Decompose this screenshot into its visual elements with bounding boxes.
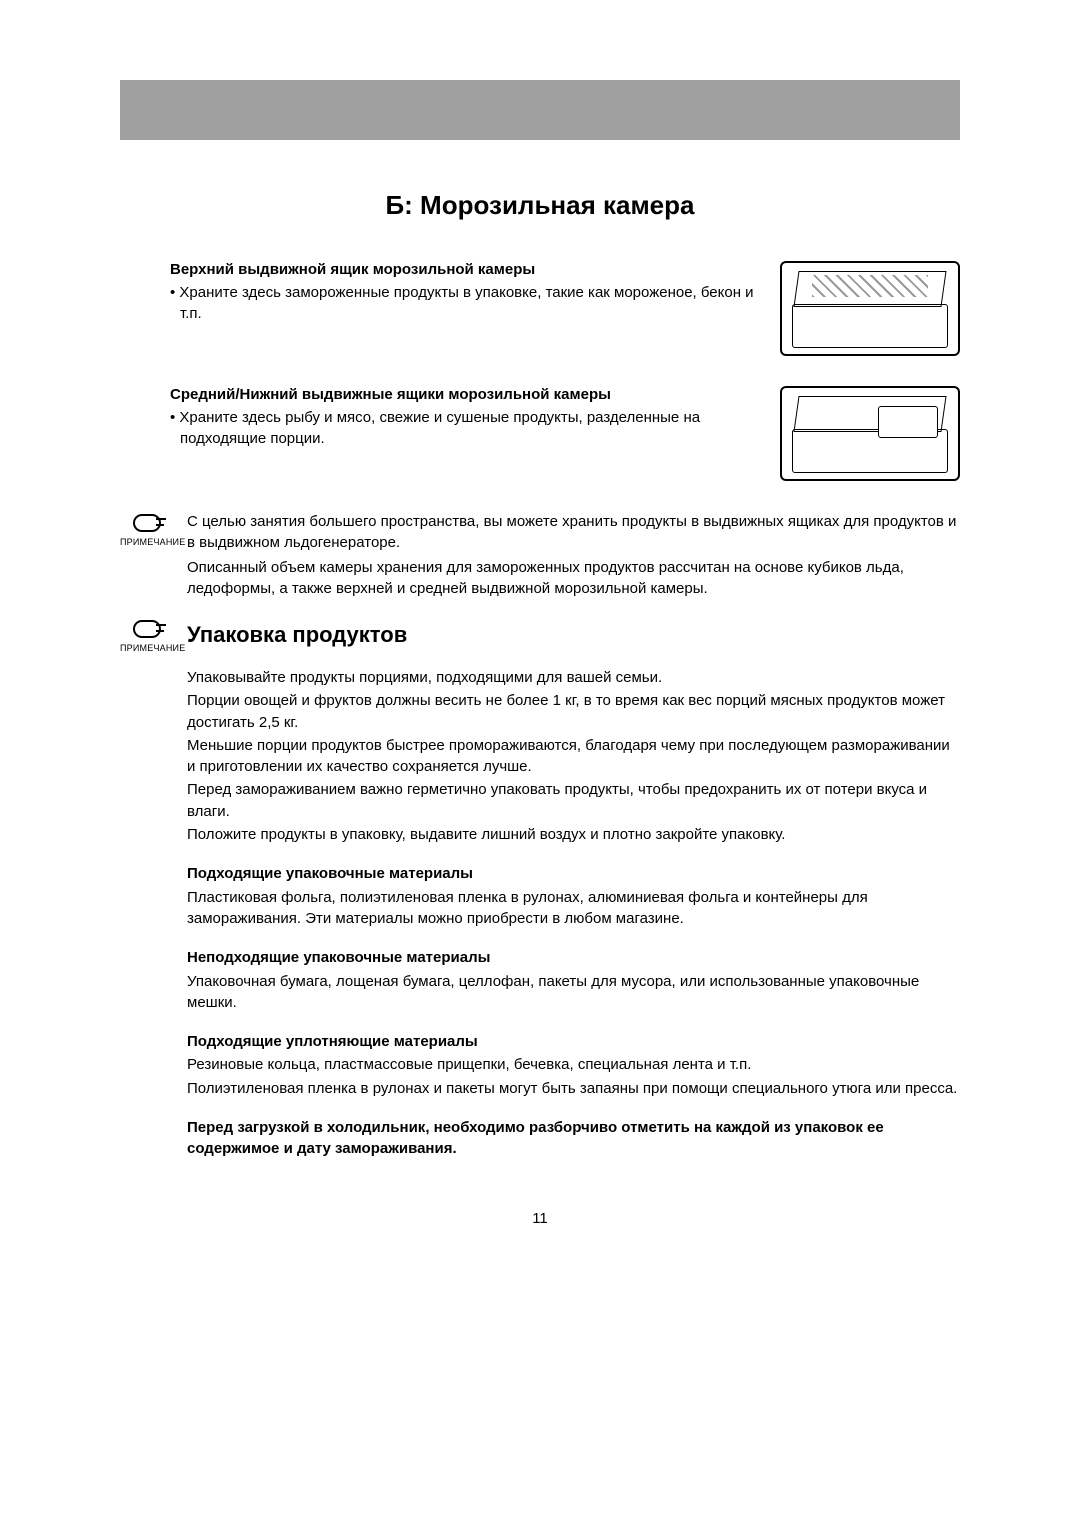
- section-text: Верхний выдвижной ящик морозильной камер…: [120, 261, 760, 324]
- section-heading: Верхний выдвижной ящик морозильной камер…: [170, 261, 760, 278]
- body-line: Упаковочная бумага, лощеная бумага, целл…: [187, 971, 960, 1014]
- page-title: Б: Морозильная камера: [120, 190, 960, 221]
- body-line: Упаковывайте продукты порциями, подходящ…: [187, 667, 960, 688]
- note-icon: [128, 617, 168, 641]
- body-line: Пластиковая фольга, полиэтиленовая пленк…: [187, 887, 960, 930]
- body-line: Полиэтиленовая пленка в рулонах и пакеты…: [187, 1078, 960, 1099]
- packaging-body: Упаковывайте продукты порциями, подходящ…: [120, 667, 960, 1160]
- body-line: Порции овощей и фруктов должны весить не…: [187, 690, 960, 733]
- note-label: ПРИМЕЧАНИЕ: [120, 643, 175, 653]
- final-instruction: Перед загрузкой в холодильник, необходим…: [187, 1117, 960, 1160]
- note-icon-column: ПРИМЕЧАНИЕ: [120, 617, 175, 653]
- section-heading: Средний/Нижний выдвижные ящики морозильн…: [170, 386, 760, 403]
- unsuitable-heading: Неподходящие упаковочные материалы: [187, 947, 960, 968]
- upper-drawer-illustration: [780, 261, 960, 356]
- header-bar: [120, 80, 960, 140]
- note-line: С целью занятия большего пространства, в…: [187, 511, 960, 553]
- section-bullet: • Храните здесь замороженные продукты в …: [170, 282, 760, 324]
- note-text: С целью занятия большего пространства, в…: [187, 511, 960, 599]
- packaging-title-row: ПРИМЕЧАНИЕ Упаковка продуктов: [120, 617, 960, 653]
- note-block: ПРИМЕЧАНИЕ С целью занятия большего прос…: [120, 511, 960, 599]
- packaging-title: Упаковка продуктов: [187, 622, 407, 648]
- manual-page: Б: Морозильная камера Верхний выдвижной …: [0, 0, 1080, 1287]
- sealing-heading: Подходящие уплотняющие материалы: [187, 1031, 960, 1052]
- body-line: Меньшие порции продуктов быстрее промора…: [187, 735, 960, 778]
- page-number: 11: [120, 1210, 960, 1227]
- section-text: Средний/Нижний выдвижные ящики морозильн…: [120, 386, 760, 449]
- mid-drawer-illustration: [780, 386, 960, 481]
- section-bullet: • Храните здесь рыбу и мясо, свежие и су…: [170, 407, 760, 449]
- body-line: Перед замораживанием важно герметично уп…: [187, 779, 960, 822]
- note-icon-column: ПРИМЕЧАНИЕ: [120, 511, 175, 547]
- body-line: Резиновые кольца, пластмассовые прищепки…: [187, 1054, 960, 1075]
- section-upper-drawer: Верхний выдвижной ящик морозильной камер…: [120, 261, 960, 356]
- note-label: ПРИМЕЧАНИЕ: [120, 537, 175, 547]
- note-line: Описанный объем камеры хранения для замо…: [187, 557, 960, 599]
- suitable-heading: Подходящие упаковочные материалы: [187, 863, 960, 884]
- note-icon: [128, 511, 168, 535]
- section-mid-lower-drawer: Средний/Нижний выдвижные ящики морозильн…: [120, 386, 960, 481]
- body-line: Положите продукты в упаковку, выдавите л…: [187, 824, 960, 845]
